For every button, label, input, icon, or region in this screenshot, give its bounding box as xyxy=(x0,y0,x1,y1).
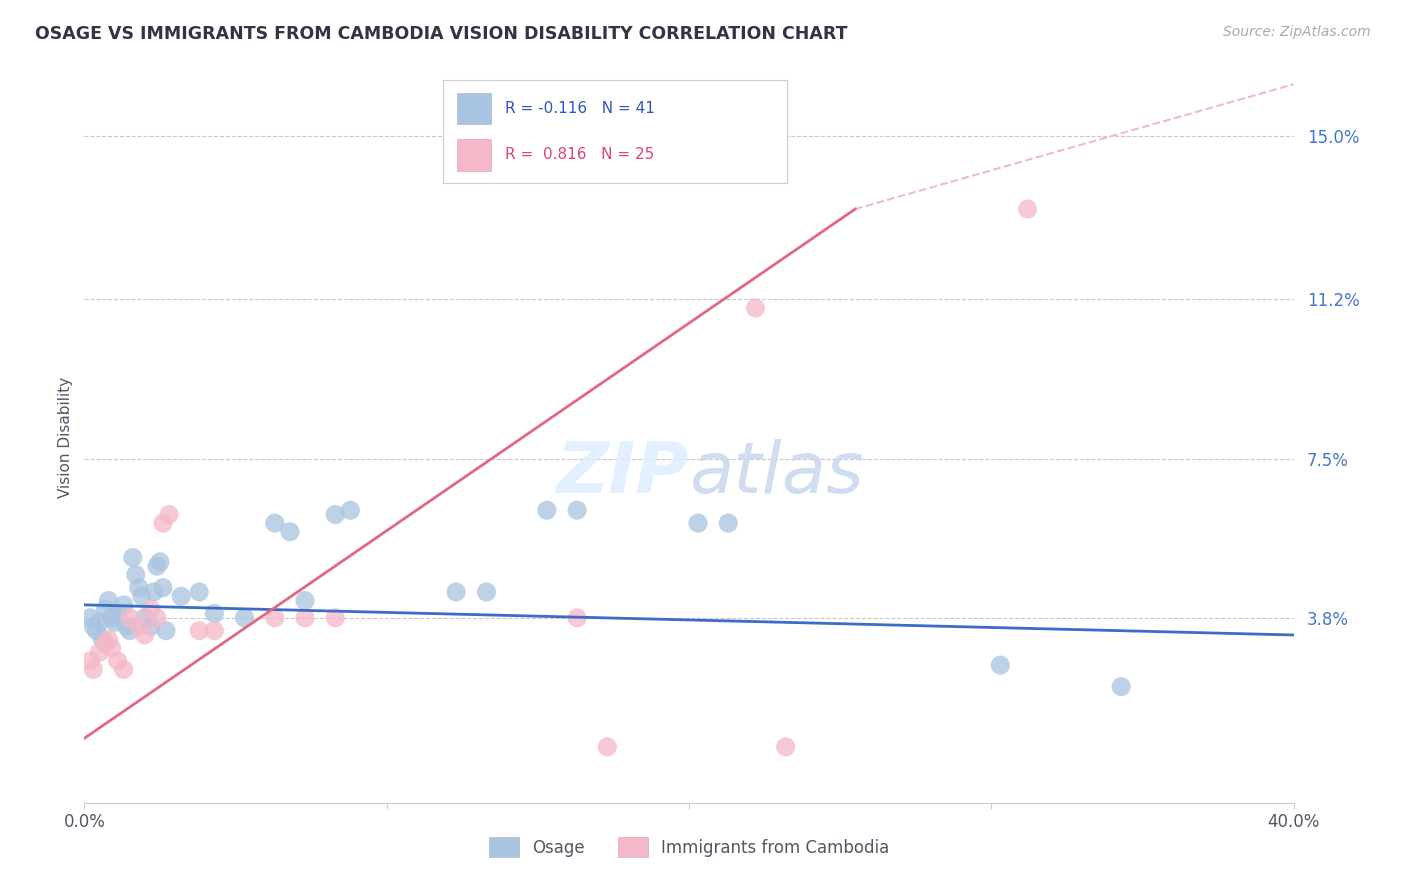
Point xyxy=(146,559,169,574)
Text: ZIP: ZIP xyxy=(557,439,689,508)
Point xyxy=(188,624,211,638)
Y-axis label: Vision Disability: Vision Disability xyxy=(58,376,73,498)
Text: Source: ZipAtlas.com: Source: ZipAtlas.com xyxy=(1223,25,1371,39)
Point xyxy=(79,611,101,625)
Point xyxy=(744,301,766,315)
Point xyxy=(188,585,211,599)
Point xyxy=(118,611,141,625)
Point xyxy=(128,581,150,595)
Point xyxy=(1017,202,1039,216)
Point xyxy=(149,555,172,569)
Point xyxy=(294,611,316,625)
Point xyxy=(139,619,162,633)
Point xyxy=(112,598,135,612)
Point xyxy=(988,658,1011,673)
Point xyxy=(775,739,797,754)
Point xyxy=(91,632,114,647)
Point xyxy=(565,503,588,517)
Text: R =  0.816   N = 25: R = 0.816 N = 25 xyxy=(505,147,654,162)
Text: OSAGE VS IMMIGRANTS FROM CAMBODIA VISION DISABILITY CORRELATION CHART: OSAGE VS IMMIGRANTS FROM CAMBODIA VISION… xyxy=(35,25,848,43)
Point xyxy=(97,632,120,647)
Point xyxy=(82,619,104,633)
Point xyxy=(134,628,156,642)
Point xyxy=(323,508,346,522)
Point xyxy=(131,589,153,603)
Legend: Osage, Immigrants from Cambodia: Osage, Immigrants from Cambodia xyxy=(482,830,896,864)
Point xyxy=(294,593,316,607)
Point xyxy=(79,654,101,668)
Point xyxy=(89,645,111,659)
Point xyxy=(125,567,148,582)
Point xyxy=(100,611,122,625)
Point xyxy=(170,589,193,603)
Bar xyxy=(457,139,491,170)
Point xyxy=(97,593,120,607)
Point xyxy=(121,550,143,565)
Point xyxy=(139,602,162,616)
Point xyxy=(339,503,361,517)
Point xyxy=(263,611,285,625)
Point xyxy=(565,611,588,625)
Point xyxy=(94,637,117,651)
Point xyxy=(202,607,225,621)
Point xyxy=(263,516,285,530)
Point xyxy=(1109,680,1132,694)
Point xyxy=(142,585,165,599)
Point xyxy=(686,516,709,530)
Point xyxy=(717,516,740,530)
Point xyxy=(104,615,127,629)
Point xyxy=(444,585,467,599)
Text: R = -0.116   N = 41: R = -0.116 N = 41 xyxy=(505,101,655,116)
Point xyxy=(86,624,108,638)
Point xyxy=(115,619,138,633)
Bar xyxy=(457,93,491,124)
Point xyxy=(323,611,346,625)
Point xyxy=(82,662,104,676)
Point xyxy=(278,524,301,539)
Point xyxy=(100,640,122,655)
Point xyxy=(128,619,150,633)
Point xyxy=(596,739,619,754)
Point xyxy=(152,581,174,595)
Point xyxy=(233,611,256,625)
Point xyxy=(107,654,129,668)
Point xyxy=(146,611,169,625)
Point xyxy=(107,607,129,621)
Point xyxy=(118,624,141,638)
Point xyxy=(155,624,177,638)
Point xyxy=(202,624,225,638)
Text: atlas: atlas xyxy=(689,439,863,508)
Point xyxy=(157,508,180,522)
Point xyxy=(94,602,117,616)
Point xyxy=(134,611,156,625)
Point xyxy=(112,662,135,676)
Point xyxy=(89,615,111,629)
Point xyxy=(536,503,558,517)
Point xyxy=(152,516,174,530)
Point xyxy=(475,585,498,599)
